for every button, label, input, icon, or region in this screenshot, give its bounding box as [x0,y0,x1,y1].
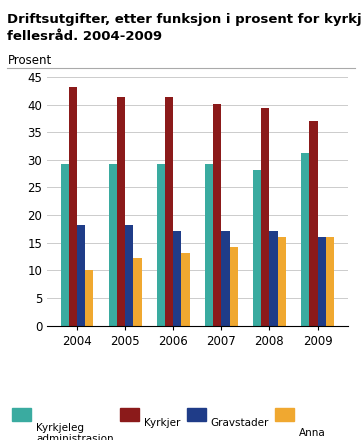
Bar [117,97,125,326]
Bar [61,164,69,326]
Bar [221,231,230,326]
Bar [253,170,261,326]
Bar [85,270,93,326]
Bar [69,87,77,326]
Bar [133,258,142,326]
Bar [230,247,238,326]
Bar [310,121,317,326]
Bar [181,253,190,326]
Bar [165,97,173,326]
Bar [301,153,310,326]
Bar [109,164,117,326]
Bar [205,164,213,326]
Bar [125,225,133,326]
Bar [157,164,165,326]
Text: Prosent: Prosent [8,54,52,67]
Bar [317,237,326,326]
Bar [278,237,286,326]
Bar [269,231,278,326]
Bar [77,225,85,326]
Bar [261,109,269,326]
Text: Driftsutgifter, etter funksjon i prosent for kyrkjelege
fellesråd. 2004-2009: Driftsutgifter, etter funksjon i prosent… [7,13,362,43]
Bar [326,237,334,326]
Legend: Kyrkjeleg
administrasjon, Kyrkjer, Gravstader, Anna
verksemd
i kyrkjene: Kyrkjeleg administrasjon, Kyrkjer, Gravs… [12,397,351,430]
Bar [213,103,221,326]
Bar [173,231,181,326]
